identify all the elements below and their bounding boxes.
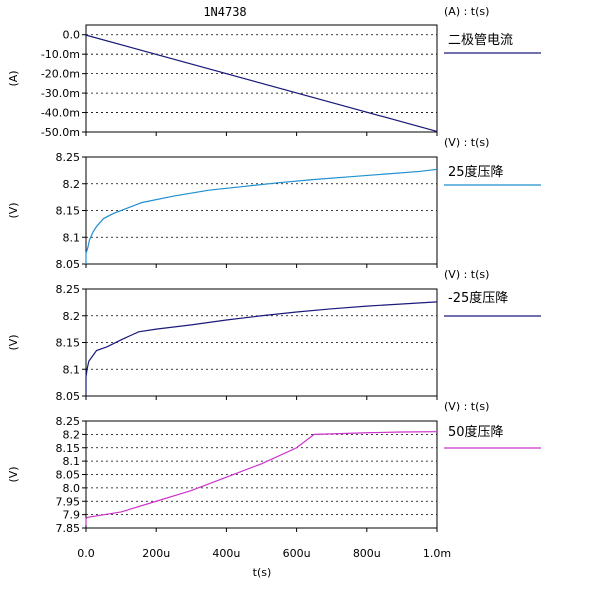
x-tick-label: 800u bbox=[353, 547, 381, 560]
p2-ytick-label: 8.2 bbox=[63, 178, 81, 191]
x-axis-label: t(s) bbox=[253, 566, 272, 579]
p2-header: (V) : t(s) bbox=[444, 136, 489, 149]
p1-series-line bbox=[85, 34, 438, 132]
p1-ylabel: (A) bbox=[7, 70, 20, 86]
p4-ytick-label: 8.25 bbox=[56, 415, 81, 428]
p3-ytick-label: 8.2 bbox=[63, 310, 81, 323]
p3-ytick-label: 8.15 bbox=[56, 337, 81, 350]
p1-ytick-label: -10.0m bbox=[41, 48, 80, 61]
p1-ytick-label: 0.0 bbox=[63, 29, 81, 42]
p1-header: (A) : t(s) bbox=[444, 5, 489, 18]
x-tick-label: 600u bbox=[283, 547, 311, 560]
p1-ytick-label: -50.0m bbox=[41, 126, 80, 139]
p3-ytick-label: 8.05 bbox=[56, 390, 81, 403]
p1-ytick-label: -20.0m bbox=[41, 68, 80, 81]
p2-ytick-label: 8.05 bbox=[56, 258, 81, 271]
p1-legend-label: 二极管电流 bbox=[448, 33, 513, 48]
p3-ylabel: (V) bbox=[7, 334, 20, 350]
p4-legend-label: 50度压降 bbox=[448, 424, 504, 440]
p4-ytick-label: 8.2 bbox=[63, 428, 81, 441]
p3-header: (V) : t(s) bbox=[444, 268, 489, 281]
p4-ytick-label: 8.05 bbox=[56, 469, 81, 482]
p4-ytick-label: 7.95 bbox=[56, 495, 81, 508]
p4-header: (V) : t(s) bbox=[444, 400, 489, 413]
p1-ytick-label: -40.0m bbox=[41, 107, 80, 120]
x-tick-label: 0.0 bbox=[77, 547, 95, 560]
p4-ytick-label: 8.15 bbox=[56, 442, 81, 455]
p2-ylabel: (V) bbox=[7, 202, 20, 218]
p3-ytick-label: 8.25 bbox=[56, 283, 81, 296]
p3-series-line bbox=[85, 301, 438, 396]
p4-ytick-label: 8.1 bbox=[63, 455, 81, 468]
p2-ytick-label: 8.1 bbox=[63, 231, 81, 244]
x-tick-label: 400u bbox=[212, 547, 240, 560]
p4-ylabel: (V) bbox=[7, 466, 20, 482]
p3-ytick-label: 8.1 bbox=[63, 363, 81, 376]
x-tick-label: 1.0m bbox=[423, 547, 451, 560]
p4-ytick-label: 7.9 bbox=[63, 509, 81, 522]
chart-title: 1N4738 bbox=[203, 5, 246, 19]
p2-series-line bbox=[85, 168, 438, 264]
p4-ytick-label: 7.85 bbox=[56, 522, 81, 535]
x-tick-label: 200u bbox=[142, 547, 170, 560]
p4-ytick-label: 8.0 bbox=[63, 482, 81, 495]
p3-legend-label: -25度压降 bbox=[448, 290, 508, 306]
p4-series-line bbox=[85, 431, 438, 526]
p2-ytick-label: 8.25 bbox=[56, 151, 81, 164]
p1-frame bbox=[85, 24, 438, 133]
p2-legend-label: 25度压降 bbox=[448, 164, 504, 180]
p1-ytick-label: -30.0m bbox=[41, 87, 80, 100]
p2-ytick-label: 8.15 bbox=[56, 205, 81, 218]
